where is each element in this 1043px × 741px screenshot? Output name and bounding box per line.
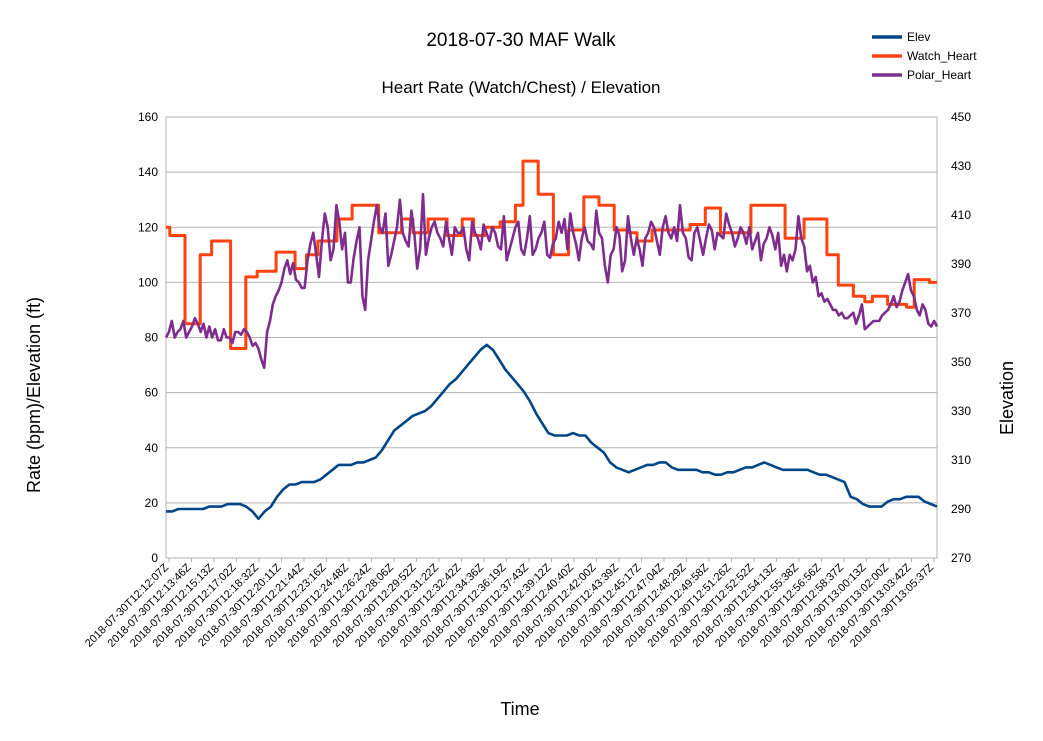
y-tick-label: 20 (145, 496, 159, 510)
y-tick-label: 140 (138, 165, 158, 179)
y-axis-ticks: 0 20 40 60 80 100 120 140 160 (138, 110, 158, 565)
y2-tick-label: 390 (951, 257, 971, 271)
legend-label: Elev (907, 30, 930, 44)
y2-tick-label: 310 (951, 453, 971, 467)
chart-subtitle: Heart Rate (Watch/Chest) / Elevation (381, 78, 660, 97)
legend-label: Watch_Heart (907, 49, 977, 63)
series-line-elev (166, 343, 938, 521)
y2-tick-label: 430 (951, 159, 971, 173)
y2-tick-label: 450 (951, 110, 971, 124)
y2-axis-title: Elevation (997, 361, 1017, 435)
y-axis-title: Rate (bpm)/Elevation (ft) (24, 297, 44, 493)
y-tick-label: 60 (145, 386, 159, 400)
y2-tick-label: 410 (951, 208, 971, 222)
y2-axis-ticks: 270 290 310 330 350 370 390 410 430 450 (951, 110, 971, 565)
y-tick-label: 160 (138, 110, 158, 124)
chart-title: 2018-07-30 MAF Walk (426, 30, 616, 51)
y2-tick-label: 290 (951, 502, 971, 516)
series-line-watch-heart (166, 159, 937, 350)
x-axis-title: Time (500, 699, 539, 719)
series-layer (164, 159, 939, 521)
y-tick-label: 0 (151, 551, 158, 565)
y-tick-label: 120 (138, 220, 158, 234)
legend-item: Polar_Heart (872, 68, 972, 82)
legend: Elev Watch_Heart Polar_Heart (872, 30, 977, 82)
legend-label: Polar_Heart (907, 68, 972, 82)
y-tick-label: 40 (145, 441, 159, 455)
y-tick-label: 80 (145, 331, 159, 345)
y2-tick-label: 330 (951, 404, 971, 418)
y-tick-label: 100 (138, 275, 158, 289)
legend-item: Elev (872, 30, 930, 44)
y2-tick-label: 370 (951, 306, 971, 320)
y2-tick-label: 270 (951, 551, 971, 565)
series-line-polar-heart (164, 192, 939, 370)
y2-tick-label: 350 (951, 355, 971, 369)
legend-item: Watch_Heart (872, 49, 977, 63)
x-axis-ticks: 2018-07-30T12:12:07Z2018-07-30T12:13:46Z… (83, 558, 936, 650)
